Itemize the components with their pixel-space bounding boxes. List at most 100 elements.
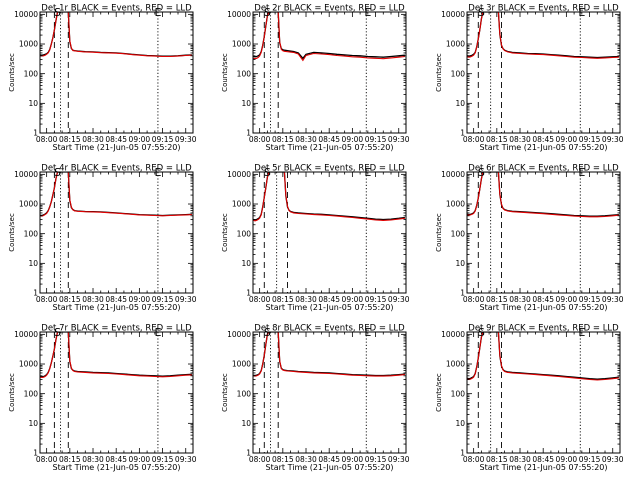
x-tick-label: 08:30 bbox=[509, 455, 531, 464]
x-tick-label: 09:15 bbox=[365, 135, 387, 144]
x-tick-label: 08:45 bbox=[318, 135, 340, 144]
x-tick-label: 08:30 bbox=[295, 135, 317, 144]
detector-panel: 1 10 100 1000 10000 08:00 08:15 08:30 08:45 09:00… bbox=[435, 164, 624, 313]
y-tick-label: 100 bbox=[24, 69, 39, 78]
y-tick-label: 1 bbox=[460, 289, 465, 298]
x-tick-label: 08:45 bbox=[318, 455, 340, 464]
end-marker: E bbox=[578, 166, 585, 179]
y-tick-label: 10000 bbox=[227, 330, 251, 339]
detector-panel: 1 10 100 1000 10000 08:00 08:15 08:30 08:45 09:00… bbox=[221, 4, 410, 153]
plot-frame bbox=[466, 331, 621, 454]
start-marker: S bbox=[264, 166, 271, 179]
y-tick-label: 10 bbox=[28, 259, 38, 268]
x-tick-label: 08:45 bbox=[105, 135, 127, 144]
lld-series-line bbox=[467, 332, 619, 381]
y-tick-label: 1 bbox=[246, 289, 251, 298]
x-tick-label: 08:15 bbox=[486, 295, 508, 304]
start-marker: S bbox=[478, 326, 485, 339]
x-axis-title: Start Time (21-Jun-05 07:55:20) bbox=[53, 303, 181, 312]
panel-title: Det 1r BLACK = Events, RED = LLD bbox=[41, 4, 192, 14]
x-tick-label: 08:15 bbox=[272, 455, 294, 464]
x-tick-label: 09:00 bbox=[556, 135, 578, 144]
x-tick-label: 09:15 bbox=[579, 135, 601, 144]
x-tick-label: 08:15 bbox=[486, 455, 508, 464]
x-tick-label: 09:00 bbox=[129, 295, 151, 304]
detector-panel: 1 10 100 1000 10000 08:00 08:15 08:30 08:45 09:00… bbox=[8, 164, 197, 313]
start-marker: S bbox=[478, 6, 485, 19]
events-series-line bbox=[40, 12, 192, 57]
x-tick-label: 08:00 bbox=[36, 295, 58, 304]
y-tick-label: 100 bbox=[24, 389, 39, 398]
y-tick-label: 10000 bbox=[14, 330, 38, 339]
lld-series-line bbox=[467, 172, 619, 218]
y-tick-label: 1000 bbox=[446, 40, 465, 49]
lld-series-line bbox=[253, 172, 405, 222]
y-tick-label: 10000 bbox=[441, 330, 465, 339]
y-tick-label: 1 bbox=[246, 449, 251, 458]
end-marker: E bbox=[364, 166, 371, 179]
y-tick-label: 1 bbox=[33, 289, 38, 298]
x-tick-label: 08:15 bbox=[59, 455, 81, 464]
y-tick-label: 100 bbox=[237, 69, 252, 78]
x-tick-label: 09:00 bbox=[342, 455, 364, 464]
events-series-line bbox=[40, 172, 192, 217]
x-tick-label: 09:15 bbox=[365, 295, 387, 304]
x-tick-label: 09:15 bbox=[152, 455, 174, 464]
y-tick-label: 1000 bbox=[232, 360, 251, 369]
x-tick-label: 08:45 bbox=[105, 295, 127, 304]
x-tick-label: 09:30 bbox=[388, 455, 410, 464]
lld-series-line bbox=[40, 332, 192, 379]
panel-title: Det 2r BLACK = Events, RED = LLD bbox=[254, 4, 405, 14]
y-tick-label: 10000 bbox=[227, 10, 251, 19]
x-tick-label: 09:00 bbox=[556, 295, 578, 304]
x-tick-label: 08:15 bbox=[486, 135, 508, 144]
lld-series-line bbox=[40, 172, 192, 217]
detector-panel: 1 10 100 1000 10000 08:00 08:15 08:30 08:45 09:00… bbox=[435, 324, 624, 473]
x-tick-label: 08:30 bbox=[82, 455, 104, 464]
y-tick-label: 1000 bbox=[232, 200, 251, 209]
panel-title: Det 7r BLACK = Events, RED = LLD bbox=[41, 324, 192, 334]
x-tick-label: 09:15 bbox=[152, 295, 174, 304]
y-tick-label: 10 bbox=[241, 99, 251, 108]
x-tick-label: 08:00 bbox=[249, 295, 271, 304]
x-tick-label: 08:00 bbox=[249, 135, 271, 144]
end-marker: E bbox=[154, 326, 161, 339]
x-tick-label: 09:15 bbox=[579, 295, 601, 304]
plot-frame bbox=[39, 11, 194, 134]
end-marker: E bbox=[154, 6, 161, 19]
x-axis-title: Start Time (21-Jun-05 07:55:20) bbox=[53, 463, 181, 472]
plot-frame bbox=[252, 331, 407, 454]
y-axis-title: Counts/sec bbox=[435, 373, 443, 412]
plot-frame bbox=[252, 171, 407, 294]
y-tick-label: 10000 bbox=[441, 170, 465, 179]
x-axis-title: Start Time (21-Jun-05 07:55:20) bbox=[266, 143, 394, 152]
plot-frame bbox=[39, 331, 194, 454]
y-axis-title: Counts/sec bbox=[8, 373, 16, 412]
x-tick-label: 09:30 bbox=[602, 455, 624, 464]
panel-title: Det 3r BLACK = Events, RED = LLD bbox=[468, 4, 619, 14]
x-tick-label: 08:15 bbox=[59, 135, 81, 144]
y-tick-label: 100 bbox=[237, 229, 252, 238]
x-tick-label: 08:45 bbox=[532, 135, 554, 144]
x-axis-title: Start Time (21-Jun-05 07:55:20) bbox=[266, 303, 394, 312]
y-tick-label: 10000 bbox=[14, 10, 38, 19]
y-axis-title: Counts/sec bbox=[8, 213, 16, 252]
x-tick-label: 09:00 bbox=[129, 135, 151, 144]
x-tick-label: 09:15 bbox=[152, 135, 174, 144]
x-tick-label: 08:30 bbox=[295, 455, 317, 464]
y-tick-label: 10 bbox=[28, 99, 38, 108]
x-tick-label: 09:30 bbox=[175, 135, 197, 144]
x-tick-label: 09:00 bbox=[556, 455, 578, 464]
x-tick-label: 08:15 bbox=[272, 295, 294, 304]
start-marker: S bbox=[478, 166, 485, 179]
x-tick-label: 08:45 bbox=[318, 295, 340, 304]
x-tick-label: 08:00 bbox=[463, 295, 485, 304]
y-tick-label: 100 bbox=[237, 389, 252, 398]
x-tick-label: 08:30 bbox=[295, 295, 317, 304]
x-tick-label: 08:45 bbox=[532, 295, 554, 304]
x-tick-label: 09:30 bbox=[602, 135, 624, 144]
events-series-line bbox=[253, 12, 405, 60]
x-tick-label: 08:00 bbox=[36, 135, 58, 144]
end-marker: E bbox=[578, 326, 585, 339]
